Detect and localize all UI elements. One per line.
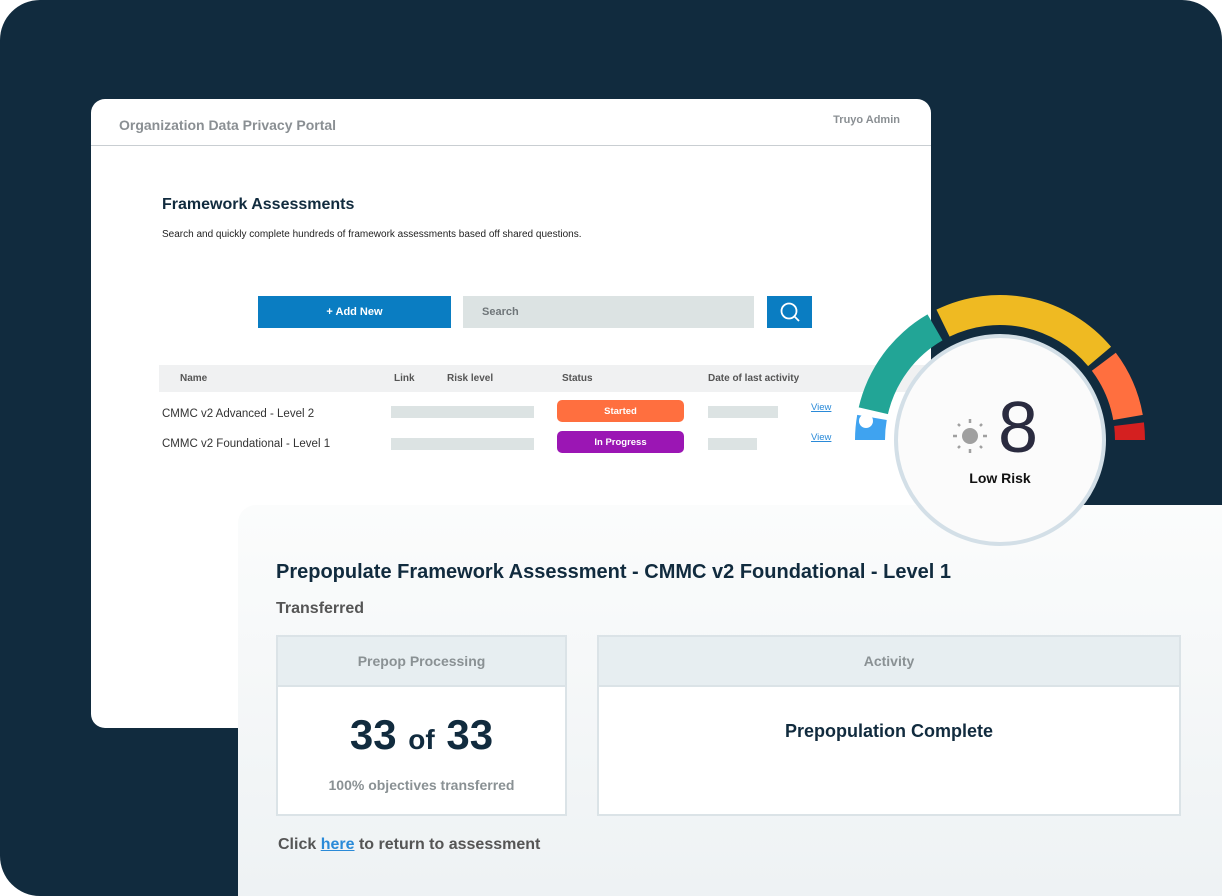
panel-header: Activity	[599, 637, 1179, 687]
add-new-button[interactable]: + Add New	[258, 296, 451, 328]
gauge-center: 8 Low Risk	[894, 334, 1106, 546]
risk-label: Low Risk	[969, 470, 1031, 486]
panel-header: Prepop Processing	[278, 637, 565, 687]
row-name[interactable]: CMMC v2 Advanced - Level 2	[162, 408, 315, 420]
footer-post: to return to assessment	[358, 836, 541, 853]
done-count: 33	[349, 711, 397, 758]
col-status[interactable]: Status	[562, 373, 593, 384]
col-link[interactable]: Link	[394, 373, 415, 384]
page-subtitle: Search and quickly complete hundreds of …	[162, 229, 582, 240]
page-title: Framework Assessments	[162, 196, 355, 213]
footer-pre: Click	[278, 836, 317, 853]
col-date[interactable]: Date of last activity	[708, 373, 800, 384]
view-link[interactable]: View	[811, 402, 832, 413]
card-status: Transferred	[276, 600, 365, 617]
status-badge: Started	[557, 400, 684, 422]
return-text: Click here to return to assessment	[278, 836, 540, 854]
prepop-processing-panel: Prepop Processing 33 of 33 100% objectiv…	[276, 635, 567, 816]
link-placeholder	[391, 406, 534, 418]
total-count: 33	[446, 711, 494, 758]
risk-score: 8	[998, 388, 1039, 468]
table-header: Name Link Risk level Status Date of last…	[159, 365, 931, 392]
view-link[interactable]: View	[811, 432, 832, 443]
date-placeholder	[708, 406, 778, 418]
prepopulate-card: Prepopulate Framework Assessment - CMMC …	[238, 505, 1222, 896]
link-placeholder	[391, 438, 534, 450]
sun-icon	[953, 419, 987, 453]
user-name[interactable]: Truyo Admin	[833, 114, 900, 126]
col-name[interactable]: Name	[180, 373, 208, 384]
date-placeholder	[708, 438, 757, 450]
here-link[interactable]: here	[320, 836, 355, 853]
search-icon	[780, 302, 800, 322]
col-risk[interactable]: Risk level	[447, 373, 494, 384]
card-title: Prepopulate Framework Assessment - CMMC …	[276, 561, 951, 583]
portal-header: Organization Data Privacy Portal Truyo A…	[91, 99, 931, 146]
search-button[interactable]	[767, 296, 812, 328]
progress-count: 33 of 33	[278, 711, 565, 759]
percent-text: 100% objectives transferred	[328, 777, 515, 793]
row-name[interactable]: CMMC v2 Foundational - Level 1	[162, 438, 331, 450]
activity-panel: Activity Prepopulation Complete	[597, 635, 1181, 816]
activity-text: Prepopulation Complete	[784, 721, 993, 741]
portal-title: Organization Data Privacy Portal	[119, 117, 337, 133]
of-text: of	[408, 724, 435, 755]
search-input[interactable]: Search	[463, 296, 754, 328]
status-badge: In Progress	[557, 431, 684, 453]
